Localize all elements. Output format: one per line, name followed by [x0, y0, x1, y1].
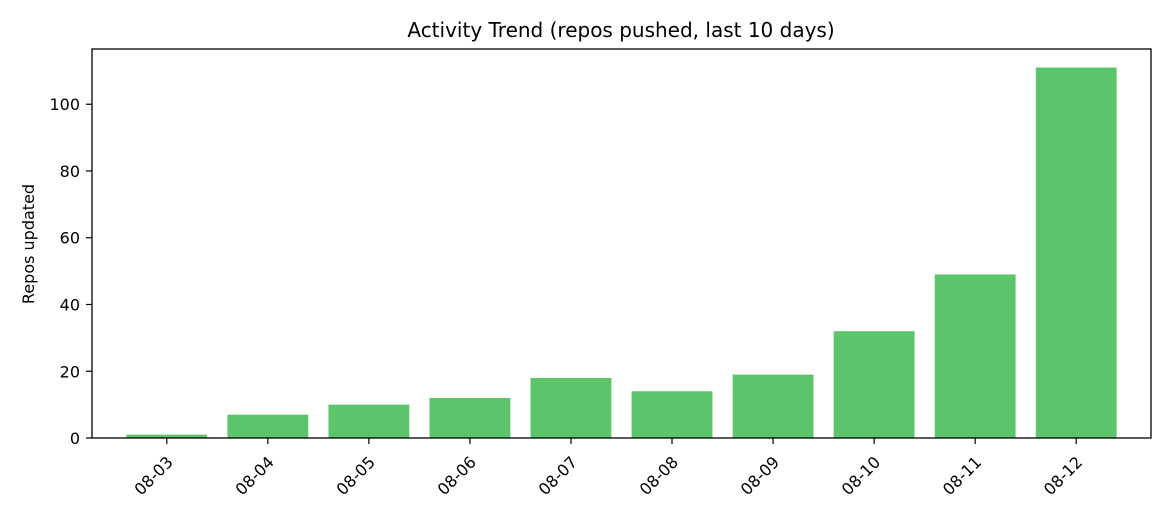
- x-tick-label: 08-07: [535, 453, 581, 499]
- chart-title: Activity Trend (repos pushed, last 10 da…: [407, 18, 834, 42]
- x-tick-label: 08-06: [434, 453, 480, 499]
- y-tick-label: 0: [70, 429, 80, 448]
- bar-08-07: [530, 377, 612, 438]
- plot-frame: [91, 48, 1152, 439]
- x-tick-label: 08-08: [636, 453, 682, 499]
- y-tick-label: 60: [60, 229, 80, 248]
- y-tick-label: 20: [60, 362, 80, 381]
- bar-08-12: [1035, 67, 1117, 439]
- bars-group: [126, 67, 1117, 439]
- y-tick-label: 40: [60, 296, 80, 315]
- x-tick-label: 08-05: [333, 453, 379, 499]
- bar-08-03: [126, 434, 208, 438]
- x-tick-label: 08-12: [1040, 453, 1086, 499]
- bar-08-06: [429, 397, 511, 438]
- bar-08-08: [631, 391, 713, 438]
- bar-08-05: [328, 404, 410, 438]
- bar-08-04: [227, 414, 309, 438]
- x-tick-label: 08-09: [737, 453, 783, 499]
- y-axis-ticks: 0 20 40 60 80 100: [49, 95, 92, 448]
- bar-08-11: [934, 274, 1016, 438]
- y-tick-label: 80: [60, 162, 80, 181]
- bar-08-10: [833, 331, 915, 438]
- bar-08-09: [732, 374, 814, 438]
- x-tick-label: 08-11: [939, 453, 985, 499]
- x-axis-ticks: 08-03 08-04 08-05 08-06 08-07 08-08 08-09 08-10…: [130, 438, 1086, 499]
- y-tick-label: 100: [49, 95, 80, 114]
- y-axis-label: Repos updated: [19, 184, 38, 304]
- x-tick-label: 08-04: [232, 453, 278, 499]
- x-tick-label: 08-10: [838, 453, 884, 499]
- x-tick-label: 08-03: [130, 453, 176, 499]
